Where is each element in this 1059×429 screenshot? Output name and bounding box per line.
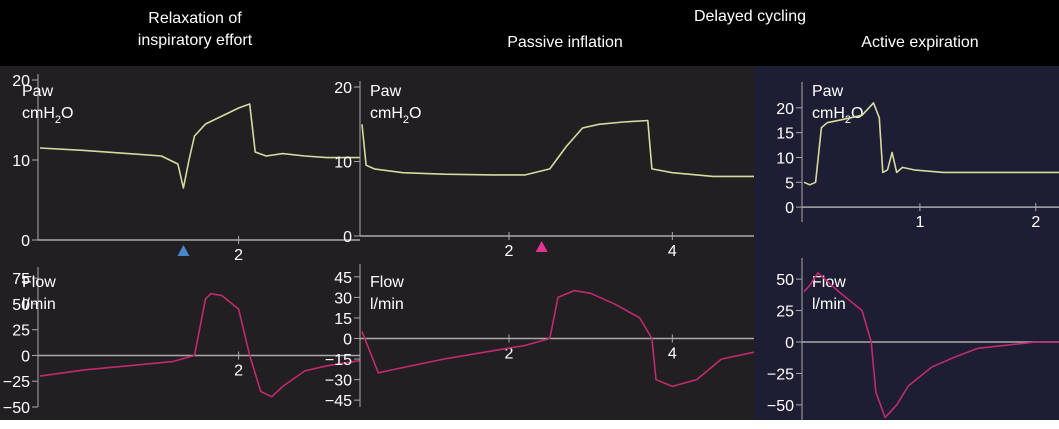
panel1-paw-y-tick-label: 0 [21, 233, 30, 250]
panel3-flow-y-tick-label: −25 [767, 366, 794, 383]
panel3-flow-y-tick-label: −50 [767, 398, 794, 415]
panel1-flow-x-tick-label: 2 [234, 362, 243, 379]
panel1-paw-unit: cmH2O [22, 105, 73, 126]
event-marker-blue [177, 245, 190, 256]
panel1-flow-y-tick-label: −25 [3, 374, 30, 391]
panel3-flow-trace [803, 272, 1059, 419]
panel2-flow-y-tick-label: 45 [334, 270, 352, 287]
panel3-paw-y-tick-label: 0 [785, 200, 794, 217]
panel1-paw-label: Paw [22, 83, 54, 100]
panel1-flow-y-tick-label: 25 [12, 323, 30, 340]
panel2-flow-unit: l/min [370, 296, 404, 313]
panel2-paw-y-tick-label: 10 [334, 155, 352, 172]
header-band [0, 0, 1059, 66]
panel2-title: Passive inflation [507, 34, 623, 51]
panel1-paw-x-tick-label: 2 [234, 247, 243, 264]
panel2-flow-label: Flow [370, 274, 404, 291]
panel2-flow-y-tick-label: 0 [343, 332, 352, 349]
panel3-paw-x-tick-label: 1 [915, 214, 924, 231]
event-marker-pink [535, 241, 548, 252]
panel1-flow-trace [39, 292, 361, 398]
panel3-paw-trace [803, 102, 1059, 186]
panel3-flow-y-tick-label: 0 [785, 335, 794, 352]
panel2-paw-x-tick-label: 2 [505, 243, 514, 260]
panel2-flow-x-tick-label: 2 [505, 346, 514, 363]
panel2-flow-y-tick-label: −45 [325, 393, 352, 410]
panel1-paw-trace [39, 103, 360, 189]
panel3-flow-y-tick-label: 25 [776, 304, 794, 321]
panel2-flow-y-tick-label: −30 [325, 373, 352, 390]
panel1-flow-y-tick-label: 50 [12, 297, 30, 314]
panel3-title: Active expiration [861, 34, 979, 51]
panel3-paw-y-tick-label: 5 [785, 175, 794, 192]
panel2-paw-label: Paw [370, 83, 402, 100]
panel1-flow-y-tick-label: −50 [3, 400, 30, 417]
panel2-flow-y-tick-label: 15 [334, 311, 352, 328]
panel3-background [754, 66, 1059, 420]
panel2-flow-x-tick-label: 4 [668, 346, 677, 363]
panel1-paw-y-tick-label: 10 [12, 153, 30, 170]
panel3-paw-y-tick-label: 10 [776, 150, 794, 167]
panel1-flow-unit: l/min [22, 296, 56, 313]
delayed-cycling-title: Delayed cycling [693, 8, 807, 25]
panel2-paw-y-tick-label: 20 [334, 80, 352, 97]
panel3-paw-y-tick-label: 20 [776, 101, 794, 118]
panel1-flow-y-tick-label: 0 [21, 348, 30, 365]
panel1-flow-label: Flow [22, 274, 56, 291]
panel2-paw-unit: cmH2O [370, 105, 421, 126]
panel1-background [0, 66, 360, 420]
panel2-flow-y-tick-label: 30 [334, 290, 352, 307]
panel2-flow-y-tick-label: −15 [325, 352, 352, 369]
panel1-paw-y-tick-label: 20 [12, 73, 30, 90]
panel2-paw-trace [361, 119, 754, 178]
panel3-flow-y-tick-label: 50 [776, 272, 794, 289]
panel2-background [360, 66, 754, 420]
panel2-flow-trace [361, 289, 755, 388]
panel3-paw-label: Paw [812, 83, 844, 100]
panel3-paw-x-tick-label: 2 [1031, 214, 1040, 231]
panel3-paw-y-tick-label: 15 [776, 126, 794, 143]
panel1-flow-y-tick-label: 75 [12, 271, 30, 288]
panel1-title: Relaxation of inspiratory effort [137, 10, 253, 49]
panel2-paw-y-tick-label: 0 [343, 229, 352, 246]
panel2-paw-x-tick-label: 4 [668, 243, 677, 260]
panel3-flow-unit: l/min [812, 296, 846, 313]
